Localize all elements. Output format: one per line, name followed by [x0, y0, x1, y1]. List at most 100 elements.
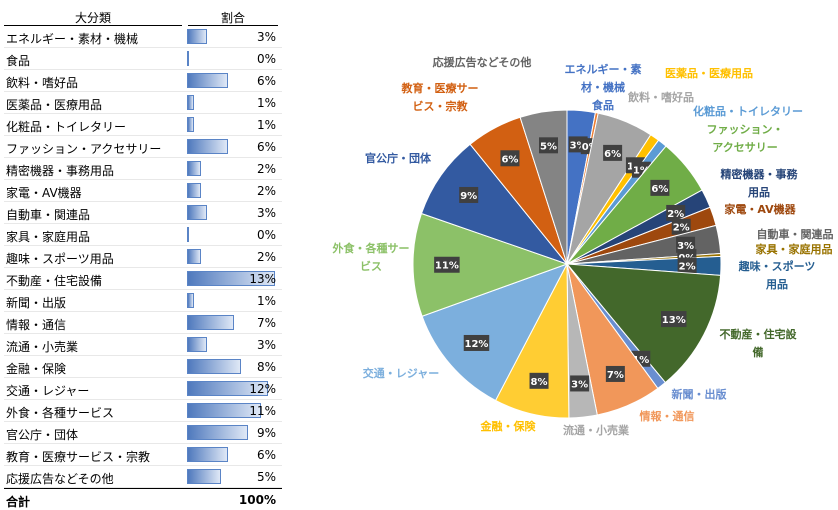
pie-slice	[412, 212, 569, 317]
row-bar	[187, 205, 208, 220]
table-row: 食品 0%	[4, 48, 282, 70]
row-category: 情報・通信	[6, 318, 67, 332]
pie-chart: 3% エネルギー・素材・機械食品 0% 6% 飲料・嗜好品 1% 医薬品・医療用品 1% 化粧品…	[332, 55, 834, 437]
table-row: 飲料・嗜好品 6%	[4, 70, 282, 92]
pie-slice	[420, 143, 569, 266]
row-value: 1%	[256, 118, 276, 132]
svg-text:2%: 2%	[667, 209, 684, 220]
pie-slice	[421, 263, 569, 402]
svg-text:13%: 13%	[662, 315, 686, 326]
table-row: 情報・通信 7%	[4, 312, 282, 334]
svg-text:2%: 2%	[673, 223, 690, 234]
svg-text:3%: 3%	[570, 140, 587, 151]
slice-label: 応援広告などその他	[433, 55, 532, 69]
data-label: 6%	[603, 144, 623, 161]
row-bar	[187, 381, 269, 396]
table-row: 官公庁・団体 9%	[4, 422, 282, 444]
table-row: 医薬品・医療用品 1%	[4, 92, 282, 114]
row-bar	[187, 183, 201, 198]
svg-text:7%: 7%	[607, 370, 624, 381]
data-label: 5%	[539, 137, 559, 154]
slice-label: 化粧品・トイレタリー	[693, 104, 803, 118]
row-bar	[187, 293, 194, 308]
table-row: 化粧品・トイレタリー 1%	[4, 114, 282, 136]
row-category: 食品	[6, 54, 31, 68]
slice-label: 情報・通信	[640, 409, 695, 423]
slice-label: 飲料・嗜好品	[627, 90, 694, 104]
svg-text:5%: 5%	[540, 141, 557, 152]
row-category: 流通・小売業	[6, 340, 79, 354]
row-value: 13%	[249, 272, 276, 286]
slice-label: 医薬品・医療用品	[665, 66, 753, 80]
row-bar	[187, 29, 208, 44]
table-row: 交通・レジャー 12%	[4, 378, 282, 400]
data-label: 2%	[671, 218, 691, 235]
svg-text:11%: 11%	[435, 261, 459, 272]
row-value: 7%	[256, 316, 276, 330]
row-category: 応援広告などその他	[6, 472, 114, 486]
slice-label: 家電・AV機器	[724, 202, 796, 216]
slice-label: 官公庁・団体	[365, 151, 432, 165]
svg-text:8%: 8%	[531, 377, 548, 388]
row-category: 金融・保険	[6, 362, 67, 376]
table-row: ファッション・アクセサリー 6%	[4, 136, 282, 158]
row-value: 6%	[256, 74, 276, 88]
row-value: 2%	[256, 184, 276, 198]
svg-text:6%: 6%	[501, 154, 518, 165]
row-value: 3%	[256, 206, 276, 220]
total-row: 合計 100%	[4, 488, 282, 509]
table-row: 不動産・住宅設備 13%	[4, 268, 282, 290]
slice-label: 外食・各種サービス	[332, 241, 410, 273]
svg-text:6%: 6%	[651, 184, 668, 195]
row-bar	[187, 315, 235, 330]
row-value: 9%	[256, 426, 276, 440]
row-bar	[187, 139, 228, 154]
slice-label: エネルギー・素材・機械食品	[565, 62, 642, 112]
table-row: 精密機器・事務用品 2%	[4, 158, 282, 180]
svg-text:2%: 2%	[679, 261, 696, 272]
table-row: 家電・AV機器 2%	[4, 180, 282, 202]
slice-label: 新聞・出版	[672, 387, 727, 401]
data-label: 12%	[463, 334, 490, 351]
row-bar	[187, 425, 248, 440]
data-label: 9%	[459, 186, 479, 203]
row-value: 0%	[256, 52, 276, 66]
row-category: 交通・レジャー	[6, 384, 90, 398]
header-ratio: 割合	[220, 11, 245, 25]
row-bar	[187, 359, 242, 374]
row-value: 6%	[256, 140, 276, 154]
table-row: 金融・保険 8%	[4, 356, 282, 378]
data-label: 6%	[650, 179, 670, 196]
row-category: 家具・家庭用品	[6, 230, 91, 244]
data-label: 3%	[570, 375, 590, 392]
table-rows: エネルギー・素材・機械 3% 食品 0% 飲料・嗜好品 6% 医薬品・医療用品 1% 化粧品・ト…	[4, 26, 282, 488]
header-category: 大分類	[74, 11, 111, 25]
data-label: 3%	[676, 236, 696, 253]
data-label: 11%	[434, 256, 460, 273]
row-value: 5%	[256, 470, 276, 484]
row-category: 外食・各種サービス	[6, 406, 115, 420]
data-label: 8%	[529, 372, 549, 389]
table-row: 自動車・関連品 3%	[4, 202, 282, 224]
row-bar	[187, 469, 221, 484]
row-value: 12%	[249, 382, 276, 396]
slice-label: 不動産・住宅設備	[720, 327, 798, 359]
slice-label: 金融・保険	[480, 419, 537, 433]
svg-text:9%: 9%	[460, 191, 477, 202]
svg-text:3%: 3%	[677, 241, 694, 252]
row-value: 1%	[256, 96, 276, 110]
row-value: 11%	[249, 404, 276, 418]
row-value: 3%	[256, 338, 276, 352]
svg-text:6%: 6%	[604, 149, 621, 160]
table-row: 趣味・スポーツ用品 2%	[4, 246, 282, 268]
total-label: 合計	[6, 495, 31, 509]
row-category: 精密機器・事務用品	[6, 164, 115, 178]
svg-text:3%: 3%	[571, 379, 588, 390]
slice-label: 趣味・スポーツ用品	[738, 259, 816, 291]
table-row: 家具・家庭用品 0%	[4, 224, 282, 246]
table-row: 流通・小売業 3%	[4, 334, 282, 356]
table-header: 大分類 割合	[4, 6, 282, 26]
pie-slice	[565, 263, 722, 384]
row-value: 3%	[256, 30, 276, 44]
row-category: エネルギー・素材・機械	[6, 32, 139, 46]
